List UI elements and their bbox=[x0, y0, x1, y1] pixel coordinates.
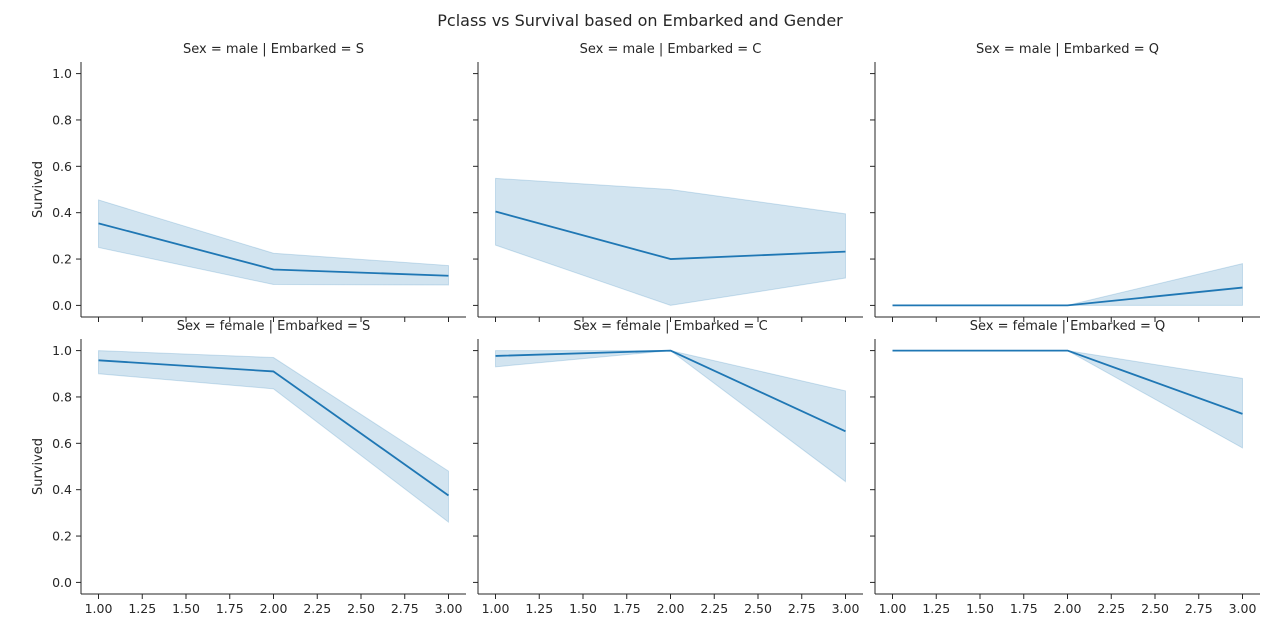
y-tick-label: 0.2 bbox=[52, 529, 72, 544]
y-tick-label: 0.2 bbox=[52, 252, 72, 267]
confidence-band bbox=[892, 350, 1243, 449]
x-tick-label: 1.75 bbox=[216, 601, 244, 616]
confidence-band bbox=[495, 350, 846, 483]
y-tick-label: 0.8 bbox=[52, 389, 72, 404]
panel-3: Sex = male | Embarked = Q bbox=[870, 42, 1260, 322]
survival-line bbox=[495, 349, 846, 433]
y-tick-label: 0.0 bbox=[52, 298, 72, 313]
y-tick-label: 0.6 bbox=[52, 159, 72, 174]
panel-1: Sex = male | Embarked = S 0.0 0.2 0.4 0.6 0.8… bbox=[31, 42, 466, 322]
x-tick-label: 2.75 bbox=[391, 601, 419, 616]
x-tick-label: 2.50 bbox=[347, 601, 375, 616]
x-tick-label: 1.25 bbox=[525, 601, 553, 616]
confidence-band bbox=[98, 199, 449, 286]
y-tick-label: 1.0 bbox=[52, 66, 72, 81]
panel-title: Sex = male | Embarked = Q bbox=[976, 42, 1159, 57]
panel-title: Sex = female | Embarked = S bbox=[177, 319, 371, 334]
x-tick-label: 1.50 bbox=[966, 601, 994, 616]
x-tick-label: 1.50 bbox=[569, 601, 597, 616]
x-tick-label: 3.00 bbox=[832, 601, 860, 616]
panel-6: Sex = female | Embarked = Q 1.00 1.25 1.50 1… bbox=[870, 319, 1260, 616]
y-tick-label: 0.4 bbox=[52, 205, 72, 220]
x-tick-label: 2.25 bbox=[303, 601, 331, 616]
survival-line bbox=[892, 286, 1243, 307]
confidence-band bbox=[892, 263, 1243, 306]
x-tick-label: 2.00 bbox=[657, 601, 685, 616]
x-tick-label: 2.75 bbox=[1185, 601, 1213, 616]
panel-title: Sex = male | Embarked = C bbox=[580, 42, 762, 57]
survival-line bbox=[98, 222, 449, 277]
survival-line bbox=[98, 359, 450, 497]
chart-title: Pclass vs Survival based on Embarked and… bbox=[437, 11, 843, 30]
panels-grid: Sex = male | Embarked = S 0.0 0.2 0.4 0.6 0.8… bbox=[31, 42, 1260, 616]
x-tick-label: 1.00 bbox=[85, 601, 113, 616]
x-tick-label: 3.00 bbox=[435, 601, 463, 616]
survival-line bbox=[892, 349, 1243, 415]
panel-title: Sex = female | Embarked = Q bbox=[970, 319, 1165, 334]
x-tick-label: 2.25 bbox=[700, 601, 728, 616]
x-tick-label: 1.50 bbox=[172, 601, 200, 616]
confidence-band bbox=[495, 177, 846, 306]
panel-title: Sex = male | Embarked = S bbox=[183, 42, 364, 57]
x-tick-label: 2.25 bbox=[1097, 601, 1125, 616]
x-tick-label: 1.00 bbox=[879, 601, 907, 616]
x-tick-label: 2.50 bbox=[744, 601, 772, 616]
y-tick-label: 0.8 bbox=[52, 112, 72, 127]
y-tick-label: 0.4 bbox=[52, 482, 72, 497]
x-tick-label: 2.75 bbox=[788, 601, 816, 616]
y-tick-label: 1.0 bbox=[52, 343, 72, 358]
y-axis-label: Survived bbox=[31, 161, 46, 218]
x-tick-label: 1.75 bbox=[1010, 601, 1038, 616]
x-tick-label: 2.50 bbox=[1141, 601, 1169, 616]
x-tick-label: 2.00 bbox=[260, 601, 288, 616]
panel-4: Sex = female | Embarked = S 0.0 0.2 0.4 0.6 0… bbox=[31, 319, 466, 616]
x-tick-label: 1.75 bbox=[613, 601, 641, 616]
y-axis-label: Survived bbox=[31, 438, 46, 495]
x-tick-label: 3.00 bbox=[1229, 601, 1257, 616]
x-tick-label: 1.25 bbox=[922, 601, 950, 616]
x-tick-label: 2.00 bbox=[1054, 601, 1082, 616]
x-tick-label: 1.25 bbox=[128, 601, 156, 616]
panel-title: Sex = female | Embarked = C bbox=[573, 319, 767, 334]
y-tick-label: 0.0 bbox=[52, 575, 72, 590]
x-tick-label: 1.00 bbox=[482, 601, 510, 616]
confidence-band bbox=[98, 350, 449, 524]
panel-2: Sex = male | Embarked = C bbox=[473, 42, 863, 322]
survival-line bbox=[495, 210, 846, 260]
y-tick-label: 0.6 bbox=[52, 436, 72, 451]
panel-5: Sex = female | Embarked = C 1.00 1.25 1.50 1… bbox=[473, 319, 863, 616]
